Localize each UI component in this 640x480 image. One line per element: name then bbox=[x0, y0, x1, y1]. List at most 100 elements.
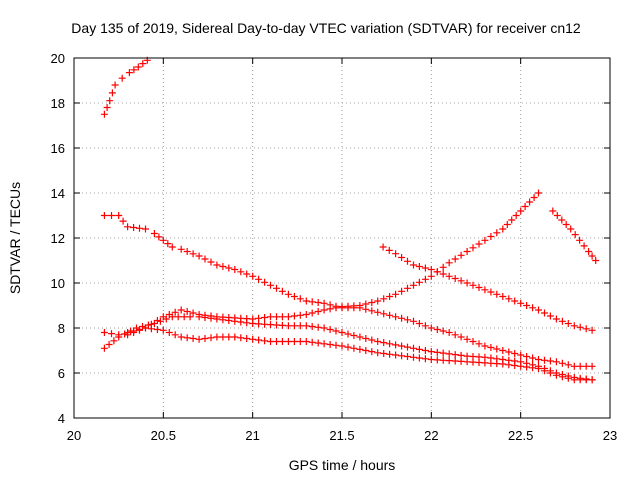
data-point bbox=[558, 359, 566, 367]
data-point bbox=[332, 304, 340, 312]
data-point bbox=[404, 284, 411, 292]
data-point bbox=[511, 362, 519, 369]
data-point bbox=[398, 342, 406, 350]
y-tick-label: 14 bbox=[51, 186, 65, 201]
data-point bbox=[585, 248, 593, 255]
data-point bbox=[487, 359, 495, 367]
data-point bbox=[588, 326, 596, 334]
data-point bbox=[451, 331, 459, 339]
data-point bbox=[421, 275, 429, 283]
data-point bbox=[433, 348, 441, 356]
data-point bbox=[308, 298, 316, 306]
data-point bbox=[427, 324, 435, 332]
data-point bbox=[296, 295, 304, 303]
data-point bbox=[517, 362, 525, 370]
data-point bbox=[445, 329, 453, 336]
data-point bbox=[392, 351, 400, 359]
data-point bbox=[195, 252, 203, 260]
data-point bbox=[320, 324, 328, 332]
data-point bbox=[302, 297, 310, 305]
data-point bbox=[526, 198, 534, 206]
data-point bbox=[278, 338, 286, 345]
data-point bbox=[499, 347, 507, 354]
data-point bbox=[546, 369, 554, 377]
data-point bbox=[261, 314, 269, 321]
data-point bbox=[451, 275, 459, 282]
x-tick-label: 22 bbox=[424, 428, 438, 443]
data-point bbox=[201, 255, 209, 263]
data-point bbox=[134, 63, 142, 71]
data-point bbox=[368, 307, 376, 315]
y-tick-label: 4 bbox=[58, 411, 65, 426]
data-point bbox=[421, 322, 429, 330]
data-point bbox=[385, 246, 393, 254]
x-tick-label: 21.5 bbox=[329, 428, 354, 443]
data-point bbox=[499, 360, 507, 368]
data-point bbox=[552, 358, 560, 366]
data-point bbox=[523, 302, 531, 309]
data-point bbox=[183, 308, 191, 315]
data-point bbox=[439, 327, 447, 335]
data-point bbox=[168, 313, 176, 321]
data-point bbox=[147, 325, 155, 333]
x-tick-label: 21 bbox=[245, 428, 259, 443]
data-point bbox=[159, 236, 167, 244]
data-point bbox=[499, 293, 507, 300]
data-point bbox=[320, 299, 328, 307]
data-point bbox=[183, 334, 191, 342]
y-tick-label: 10 bbox=[51, 276, 65, 291]
data-point bbox=[314, 308, 322, 315]
data-point bbox=[186, 313, 194, 321]
data-point bbox=[344, 302, 352, 310]
data-point bbox=[508, 216, 516, 224]
data-point bbox=[582, 325, 590, 333]
x-tick-label: 20 bbox=[67, 428, 81, 443]
data-point bbox=[463, 335, 471, 343]
data-point bbox=[231, 317, 239, 325]
data-point bbox=[368, 299, 376, 306]
data-point bbox=[576, 236, 584, 244]
data-point bbox=[308, 323, 316, 330]
x-tick-label: 23 bbox=[603, 428, 617, 443]
data-point bbox=[475, 284, 483, 291]
data-point bbox=[445, 357, 453, 365]
data-point bbox=[302, 322, 310, 330]
data-point bbox=[427, 356, 435, 363]
data-point bbox=[136, 326, 143, 333]
data-point bbox=[356, 302, 364, 309]
data-point bbox=[362, 347, 370, 354]
data-point bbox=[410, 344, 417, 352]
data-point bbox=[142, 225, 149, 233]
data-point bbox=[320, 340, 328, 348]
data-point bbox=[296, 322, 304, 330]
data-point bbox=[338, 342, 346, 350]
data-point bbox=[451, 255, 459, 263]
data-point bbox=[338, 303, 346, 311]
data-point bbox=[171, 331, 179, 339]
data-point bbox=[273, 321, 280, 329]
data-point bbox=[171, 308, 179, 316]
data-point bbox=[392, 290, 400, 298]
data-point bbox=[350, 344, 358, 352]
data-point bbox=[592, 257, 600, 264]
data-point bbox=[255, 336, 263, 344]
data-point bbox=[410, 317, 417, 325]
data-point bbox=[103, 104, 111, 111]
data-point bbox=[469, 281, 477, 289]
data-point bbox=[159, 326, 167, 334]
data-point bbox=[469, 338, 477, 345]
data-point bbox=[541, 309, 548, 317]
data-point bbox=[153, 317, 161, 324]
data-point bbox=[219, 316, 227, 324]
data-point bbox=[156, 317, 164, 325]
data-point bbox=[195, 335, 203, 343]
data-point bbox=[249, 272, 257, 280]
data-point bbox=[415, 345, 423, 353]
data-point bbox=[130, 224, 138, 231]
data-point bbox=[344, 330, 352, 338]
data-point bbox=[225, 317, 233, 324]
data-point bbox=[398, 314, 406, 322]
data-point bbox=[380, 339, 388, 347]
data-point bbox=[290, 312, 298, 320]
